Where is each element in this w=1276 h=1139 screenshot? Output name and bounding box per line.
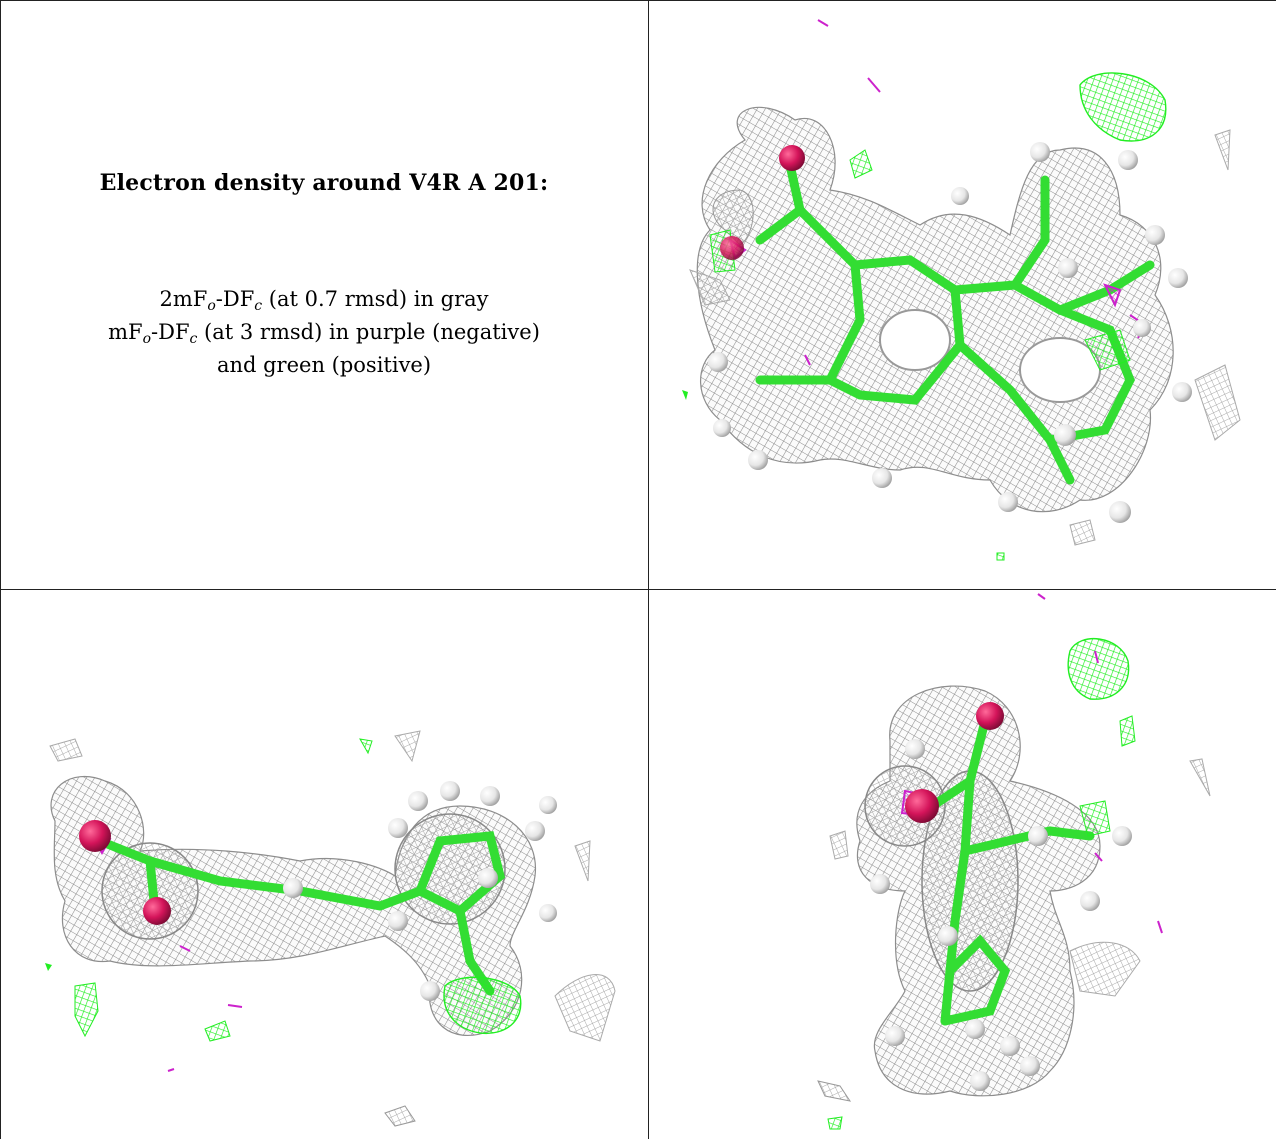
caption-title: Electron density around V4R A 201: bbox=[99, 170, 549, 196]
panel-bottom-left bbox=[0, 591, 648, 1139]
oxygen-atoms bbox=[79, 820, 171, 925]
density-view-end bbox=[817, 593, 1211, 1130]
oxygen-atoms bbox=[905, 702, 1004, 823]
grid-line-middle-horizontal bbox=[0, 589, 1276, 590]
green-positive-mesh bbox=[45, 738, 522, 1042]
caption-line-gray: 2mFo-DFc (at 0.7 rmsd) in gray bbox=[159, 287, 489, 314]
panel-bottom-right bbox=[650, 591, 1276, 1139]
caption-body: 2mFo-DFc (at 0.7 rmsd) in gray mFo-DFc (… bbox=[0, 283, 648, 382]
gray-density-mesh bbox=[689, 106, 1241, 546]
panel-top-right bbox=[650, 0, 1276, 589]
grid-line-left bbox=[0, 0, 1, 1139]
density-view-front bbox=[682, 19, 1241, 561]
caption-panel: Electron density around V4R A 201: 2mFo-… bbox=[0, 0, 648, 589]
caption-line-difference: mFo-DFc (at 3 rmsd) in purple (negative) bbox=[108, 320, 540, 347]
green-positive-mesh bbox=[827, 637, 1136, 1130]
oxygen-atoms bbox=[720, 145, 805, 260]
caption-line-colors: and green (positive) bbox=[216, 353, 432, 377]
ligand-bonds bbox=[755, 160, 1155, 485]
hydrogen-atoms bbox=[283, 781, 557, 1001]
hydrogen-atoms bbox=[708, 142, 1192, 523]
gray-density-mesh bbox=[49, 730, 616, 1127]
grid-line-top bbox=[0, 0, 1276, 1]
grid-line-middle-vertical bbox=[648, 0, 649, 1139]
hydrogen-atoms bbox=[870, 739, 1132, 1091]
ligand-bonds bbox=[920, 716, 1095, 1026]
density-view-side bbox=[45, 730, 616, 1127]
